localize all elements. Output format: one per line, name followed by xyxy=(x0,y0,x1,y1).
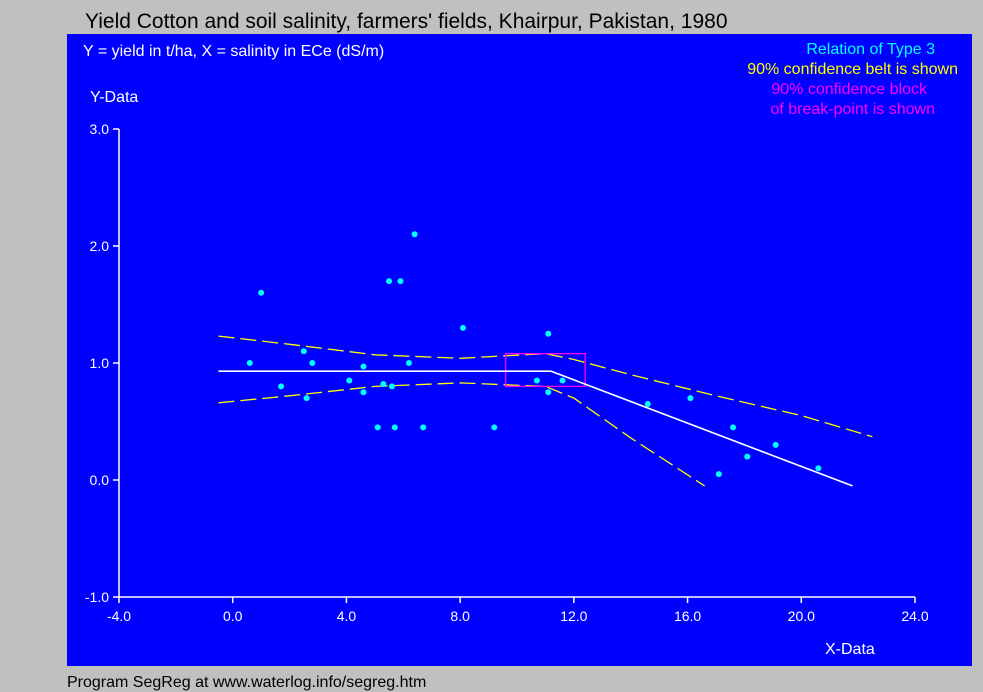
data-point xyxy=(374,424,381,431)
chart-title: Yield Cotton and soil salinity, farmers'… xyxy=(85,10,728,33)
chart-svg: Y = yield in t/ha, X = salinity in ECe (… xyxy=(83,41,958,658)
confidence-belt xyxy=(218,335,873,487)
legend-entry: 90% confidence block xyxy=(771,81,928,98)
footer-text: Program SegReg at www.waterlog.info/segr… xyxy=(67,674,427,691)
legend-entry: Relation of Type 3 xyxy=(806,41,935,58)
data-point xyxy=(411,231,418,238)
belt-upper-line xyxy=(218,335,873,438)
data-point xyxy=(715,471,722,478)
fit-polyline xyxy=(218,370,853,487)
plot-panel: Y = yield in t/ha, X = salinity in ECe (… xyxy=(67,34,972,666)
data-point xyxy=(545,389,552,396)
x-tick-label: 0.0 xyxy=(223,608,243,624)
data-point xyxy=(491,424,498,431)
x-axis-label: X-Data xyxy=(825,641,875,658)
y-tick-label: 2.0 xyxy=(90,238,110,254)
data-point xyxy=(420,424,427,431)
data-point xyxy=(278,383,285,390)
x-tick-label: 4.0 xyxy=(337,608,357,624)
legend-entry: of break-point is shown xyxy=(770,101,935,118)
data-point xyxy=(300,348,307,355)
data-point xyxy=(391,424,398,431)
data-point xyxy=(386,278,393,285)
data-point xyxy=(309,360,316,366)
axes: -4.0 0.0 4.0 8.0 12.0 16.0 20.0 24.0 -1.0 0.0 1.0 2… xyxy=(85,121,929,624)
data-point xyxy=(346,377,353,384)
data-point xyxy=(388,383,395,390)
data-point xyxy=(360,389,367,396)
break-point-block xyxy=(504,352,586,388)
data-point xyxy=(744,453,751,460)
y-axis-label: Y-Data xyxy=(90,89,138,106)
data-point xyxy=(545,330,552,337)
chart-subtitle: Y = yield in t/ha, X = salinity in ECe (… xyxy=(83,43,384,60)
legend-entry: 90% confidence belt is shown xyxy=(747,61,958,78)
x-tick-label: -4.0 xyxy=(107,608,131,624)
data-points xyxy=(246,231,822,478)
data-point xyxy=(303,395,310,402)
legend: Relation of Type 3 90% confidence belt is… xyxy=(747,41,958,118)
break-point-rect xyxy=(504,352,586,388)
data-point xyxy=(533,377,540,384)
data-point xyxy=(258,289,265,296)
data-point xyxy=(459,324,466,331)
data-point xyxy=(246,360,253,366)
x-tick-label: 24.0 xyxy=(901,608,928,624)
x-tick-label: 12.0 xyxy=(560,608,587,624)
data-point xyxy=(815,465,822,472)
data-point xyxy=(397,278,404,285)
data-point xyxy=(405,360,412,366)
data-point xyxy=(687,395,694,402)
x-tick-label: 8.0 xyxy=(450,608,470,624)
data-point xyxy=(559,377,566,384)
data-point xyxy=(380,381,387,388)
x-tick-label: 20.0 xyxy=(788,608,815,624)
y-tick-label: 1.0 xyxy=(90,355,110,371)
y-tick-label: 0.0 xyxy=(90,472,110,488)
fit-line xyxy=(218,370,853,487)
belt-lower-line xyxy=(218,382,705,487)
x-tick-label: 16.0 xyxy=(674,608,701,624)
y-tick-label: -1.0 xyxy=(85,589,109,605)
data-point xyxy=(730,424,737,431)
data-point xyxy=(360,363,367,370)
data-point xyxy=(772,441,779,448)
data-point xyxy=(644,400,651,407)
y-tick-label: 3.0 xyxy=(90,121,110,137)
